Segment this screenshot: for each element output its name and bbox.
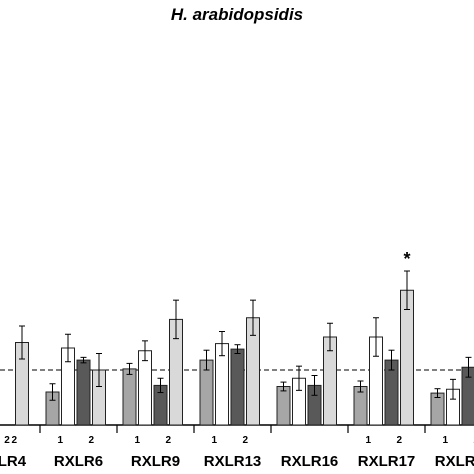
tick-label: 2 <box>396 435 402 446</box>
bar <box>122 368 137 426</box>
group-label: RXLR6 <box>54 453 103 470</box>
bar <box>76 359 91 426</box>
tick-label: 1 <box>442 435 448 446</box>
bar <box>230 348 245 426</box>
group-label: RXLR13 <box>204 453 262 470</box>
tick-label: 1 <box>134 435 140 446</box>
bar <box>276 386 291 426</box>
tick-label: 2 <box>242 435 248 446</box>
group-label: RXLR4 <box>0 453 27 470</box>
tick-label: 1 <box>365 435 371 446</box>
group-label: RXLR17 <box>358 453 416 470</box>
significance-annotation: * <box>403 249 410 269</box>
chart-title: H. arabidopsidis <box>171 5 303 24</box>
bar <box>400 289 414 426</box>
tick-label: 2 <box>11 435 17 446</box>
plot-area: 1 2 RXLR4 1 2 RXLR6 1 2 RXLR9 1 2 RXLR13 RXLR16 * 1 2 RX… <box>0 249 474 470</box>
tick-label: 2 <box>88 435 94 446</box>
tick-label: 2 <box>165 435 171 446</box>
group-label: RXLR19 <box>435 453 474 470</box>
tick-label: 1 <box>57 435 63 446</box>
tick-label: 1 <box>211 435 217 446</box>
bar <box>138 350 152 426</box>
group-label: RXLR16 <box>281 453 339 470</box>
group-label: RXLR9 <box>131 453 180 470</box>
tick-label: 2 <box>4 435 10 446</box>
